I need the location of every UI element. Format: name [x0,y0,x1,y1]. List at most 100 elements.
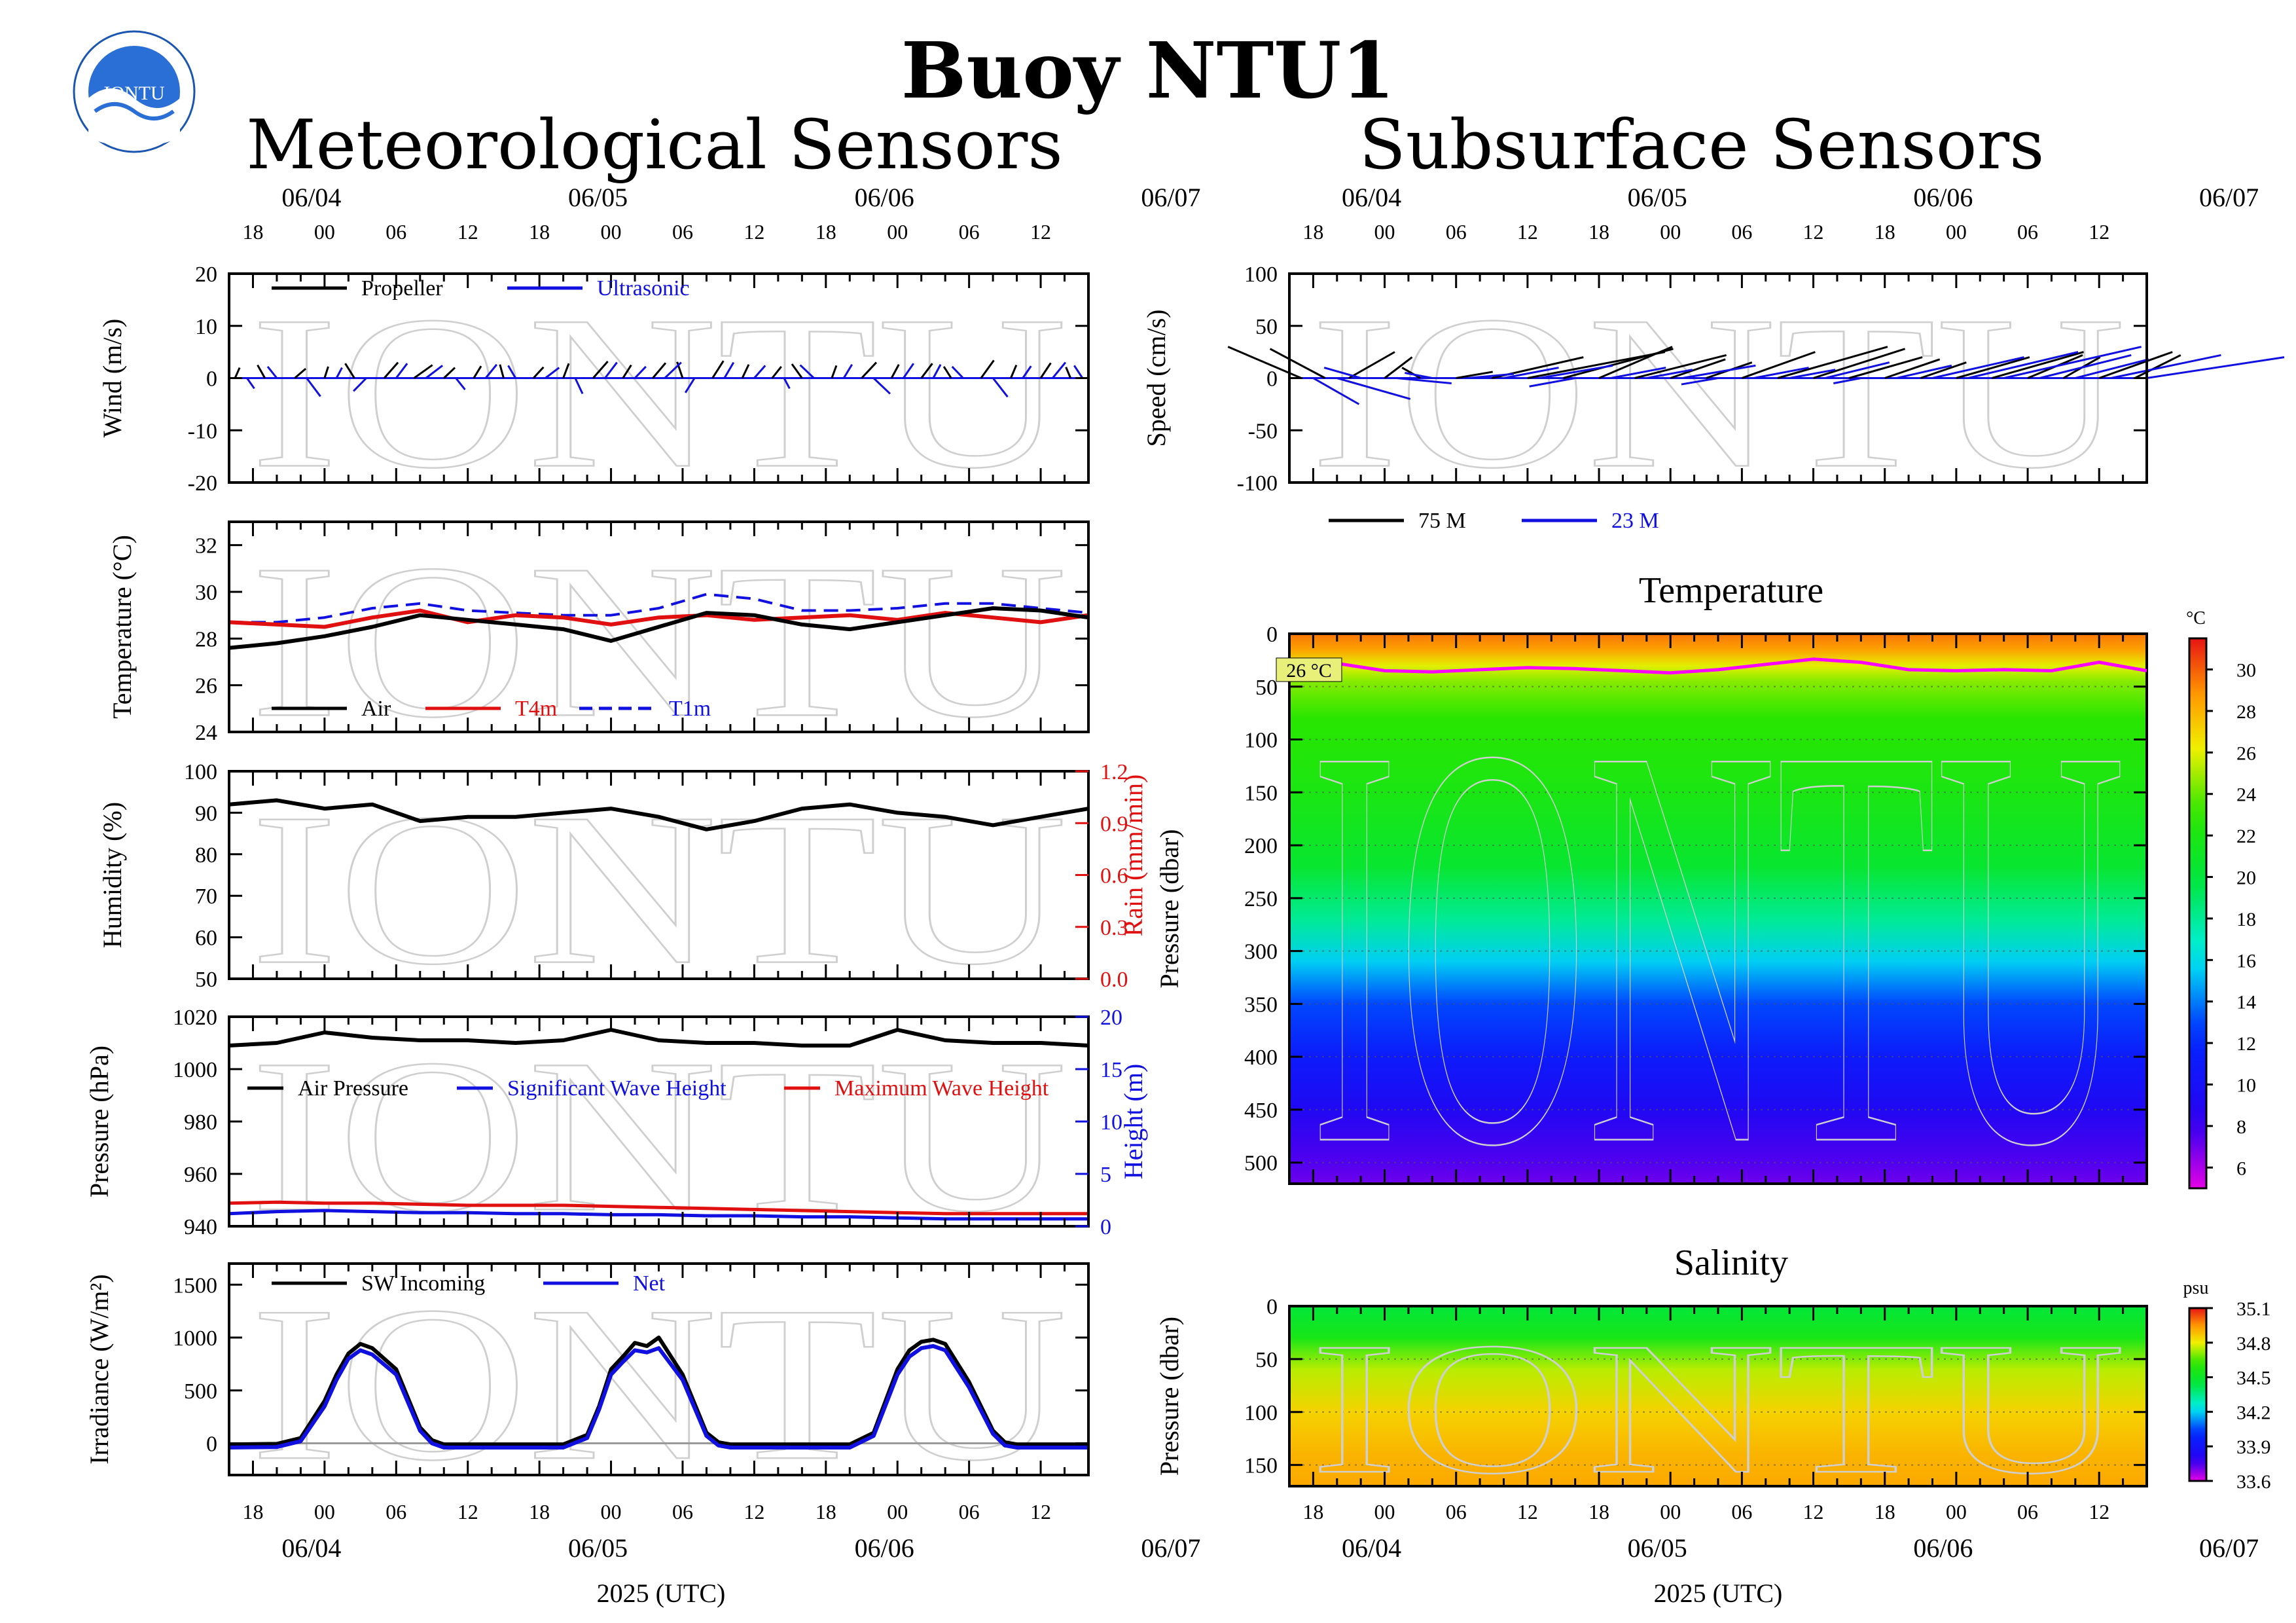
current-75m-stick [1956,356,2030,379]
wind-propeller-stick [890,364,900,379]
wind-ultrasonic-stick [872,377,891,395]
wind-propeller-stick [980,359,995,379]
x-axis-label: 2025 (UTC) [597,1578,726,1608]
salinity-profile-ytick-label: 150 [1244,1454,1278,1478]
wind-propeller-stick [942,366,952,379]
salinity-profile-colorbar-label: 35.1 [2236,1298,2271,1320]
rain-ytick-label: 0.6 [1100,864,1128,888]
current-75m-stick [1598,346,1673,379]
top-time-axis-right-hour-label: 00 [1660,220,1681,244]
salinity-profile-ytick-label: 50 [1255,1348,1278,1372]
salinity-profile-title: Salinity [1674,1243,1788,1283]
temperature-t1m-line [229,593,1089,624]
top-time-axis-right-date-label: 06/04 [1342,183,1401,212]
current-23m-stick [2039,354,2132,379]
bottom-time-axis-hour-label: 12 [744,1500,764,1523]
bottom-time-axis-hour-label: 18 [242,1500,263,1523]
rain-ytick-label: 1.2 [1100,760,1128,784]
wind-propeller-stick [1039,362,1052,379]
isotherm-label: 26 °C [1286,660,1332,682]
wind-ultrasonic-stick [335,367,343,379]
bottom-time-axis-right-hour-label: 18 [1874,1500,1895,1523]
isotherm-label-box [1276,657,1342,682]
humidity-ytick-label: 50 [195,968,217,992]
top-time-axis-right-hour-label: 12 [1517,220,1538,244]
temperature-profile-ytick-label: 500 [1244,1152,1278,1176]
top-time-axis-date-label: 06/04 [281,183,341,212]
bottom-time-axis-right-hour-label: 00 [1374,1500,1395,1523]
temperature-profile-colorbar-label: 20 [2236,867,2256,889]
top-time-axis-right-hour-label: 12 [1803,220,1824,244]
wind-propeller-stick [383,361,399,379]
sw-incoming-line [228,1336,1088,1447]
temperature-profile-colorbar-label: 6 [2236,1158,2246,1179]
top-time-axis-hour-label: 12 [744,220,764,244]
pressure-legend-label: Significant Wave Height [507,1076,726,1101]
temperature-legend-label: T4m [515,697,557,721]
temperature-profile-ytick-label: 400 [1244,1046,1278,1070]
current-ytick-label: 100 [1244,263,1278,287]
wind-ultrasonic-stick [951,365,964,379]
temperature-profile-field [1289,634,2147,1184]
temperature-profile-colorbar-label: 24 [2236,784,2256,806]
current-23m-stick [1682,364,1756,379]
temperature-profile-ytick-label: 50 [1255,676,1278,700]
top-time-axis-hour-label: 00 [887,220,908,244]
irradiance-watermark: IONTU [251,1261,1067,1506]
top-time-axis-right-date-label: 06/06 [1913,183,1973,212]
top-time-axis-right-hour-label: 00 [1374,220,1395,244]
max-wave-height-line [228,1200,1088,1216]
top-time-axis-right-hour-label: 18 [1302,220,1323,244]
pressure-legend-label: Air Pressure [298,1076,408,1101]
meteorological-section-title: Meteorological Sensors [246,105,1063,185]
wind-ultrasonic-stick [1052,361,1067,379]
wind-ultrasonic-stick [425,365,444,379]
current-ytick-label: -100 [1237,471,1278,496]
top-time-axis-right-date-label: 06/07 [2199,183,2259,212]
current-75m-stick [2098,351,2173,379]
wind-propeller-stick [532,366,545,379]
bottom-time-axis-date-label: 06/05 [568,1533,628,1563]
bottom-time-axis-hour-label: 06 [959,1500,980,1523]
wind-ultrasonic-stick [783,377,791,390]
temperature-profile-colorbar-label: 22 [2236,826,2256,847]
pressure-ytick-label: 940 [184,1215,217,1239]
wind-propeller-stick [771,366,782,379]
current-ylabel: Speed (cm/s) [1141,310,1171,447]
wind-ultrasonic-stick [266,366,278,379]
bottom-time-axis-hour-label: 12 [457,1500,478,1523]
irradiance-ytick-label: 0 [206,1432,217,1457]
wind-ultrasonic-stick [1022,365,1032,379]
temperature-profile-watermark: IONTU [1311,625,2126,1265]
salinity-profile-colorbar-label: 34.5 [2236,1368,2271,1389]
wind-propeller-stick [1010,364,1018,379]
irradiance-ytick-label: 1000 [173,1326,217,1351]
wind-propeller-stick [443,367,456,379]
wind-ultrasonic-stick [799,364,815,379]
temperature-profile-colorbar-label: 26 [2236,742,2256,764]
bottom-time-axis-right-date-label: 06/06 [1913,1533,1973,1563]
wind-ultrasonic-stick [455,377,466,390]
current-ytick-label: 50 [1255,315,1278,339]
top-time-axis-hour-label: 06 [959,220,980,244]
wind-ultrasonic-stick [903,363,914,379]
bottom-time-axis-right-hour-label: 06 [1731,1500,1752,1523]
bottom-time-axis-right-date-label: 06/07 [2199,1533,2259,1563]
wind-propeller-stick [920,363,933,379]
wind-ultrasonic-stick [395,363,408,379]
wind-propeller-stick [652,362,667,379]
humidity-line [228,798,1089,831]
current-75m-stick [1384,356,1413,379]
net-irradiance-line [228,1344,1088,1450]
bottom-time-axis-hour-label: 00 [314,1500,335,1523]
top-time-axis-hour-label: 00 [601,220,622,244]
top-time-axis-right-hour-label: 06 [1731,220,1752,244]
irradiance-ytick-label: 500 [184,1379,217,1404]
temperature-ytick-label: 32 [195,534,217,558]
bottom-time-axis-right-date-label: 06/05 [1628,1533,1687,1563]
rain-ytick-label: 0.9 [1100,812,1128,836]
pressure-ytick-label: 1000 [173,1058,217,1082]
current-23m-stick [2003,346,2142,379]
temperature-ytick-label: 26 [195,674,217,699]
bottom-time-axis-hour-label: 18 [816,1500,836,1523]
